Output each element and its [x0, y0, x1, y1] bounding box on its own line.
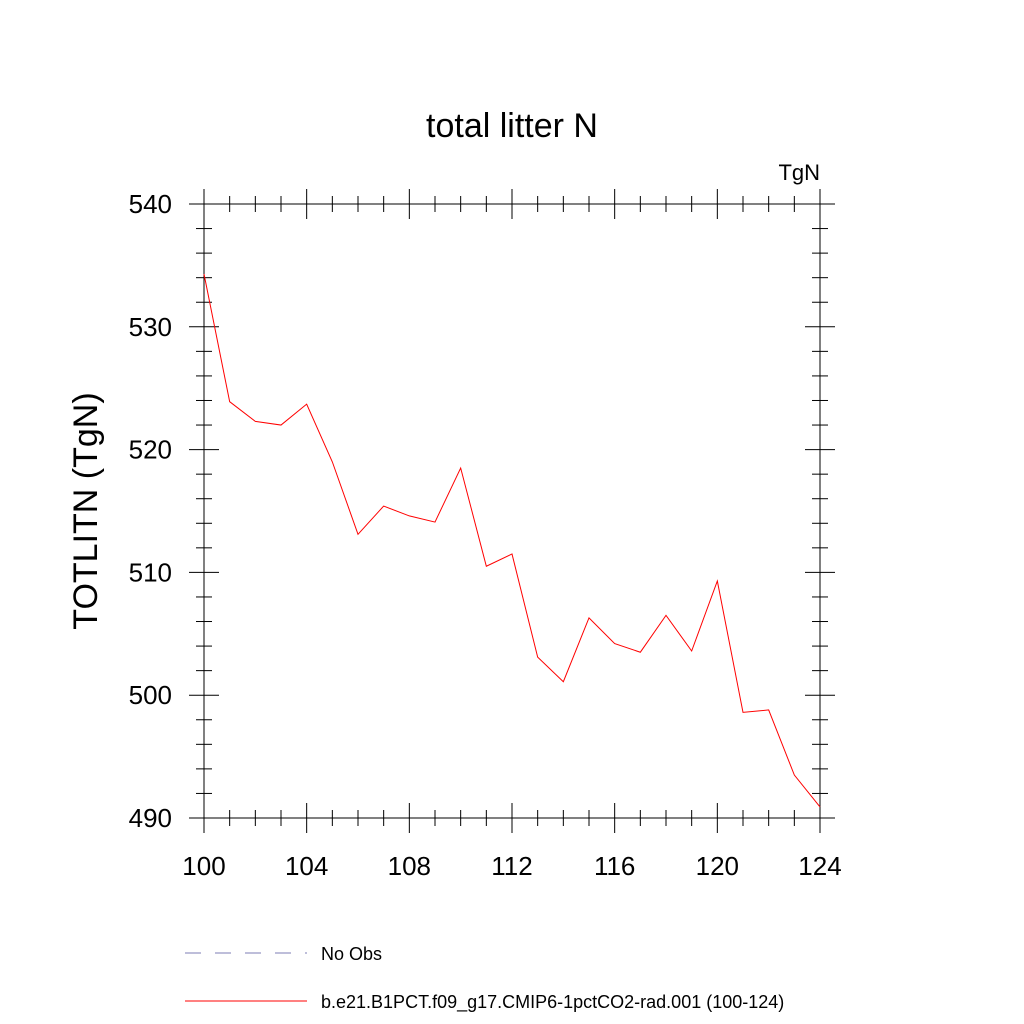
- units-label: TgN: [778, 160, 820, 185]
- x-tick-label: 104: [285, 851, 328, 881]
- legend-label: No Obs: [321, 944, 382, 964]
- x-tick-label: 100: [182, 851, 225, 881]
- axis-ticks: [189, 189, 835, 833]
- x-tick-label: 112: [491, 851, 532, 881]
- y-tick-label: 530: [129, 312, 172, 342]
- y-tick-label: 540: [129, 189, 172, 219]
- x-tick-label: 116: [594, 851, 635, 881]
- series-layer: [203, 273, 821, 808]
- x-tick-label: 120: [696, 851, 739, 881]
- x-tick-label: 124: [798, 851, 841, 881]
- legend: No Obs b.e21.B1PCT.f09_g17.CMIP6-1pctCO2-…: [185, 944, 784, 1013]
- axis-tick-labels: 100 104 108 112 116 120 124 490 500 510 520 530 540: [129, 189, 842, 881]
- y-axis-label: TOTLITN (TgN): [67, 392, 105, 629]
- series-line: [203, 273, 821, 808]
- legend-label: b.e21.B1PCT.f09_g17.CMIP6-1pctCO2-rad.00…: [321, 992, 784, 1013]
- y-tick-label: 500: [129, 680, 172, 710]
- chart-title: total litter N: [426, 107, 598, 145]
- y-tick-label: 520: [129, 435, 172, 465]
- y-tick-label: 510: [129, 557, 172, 587]
- y-tick-label: 490: [129, 803, 172, 833]
- plot-frame: [203, 203, 821, 819]
- x-tick-label: 108: [388, 851, 431, 881]
